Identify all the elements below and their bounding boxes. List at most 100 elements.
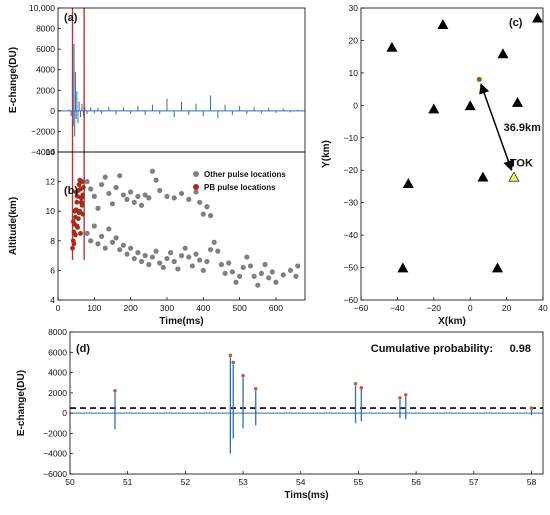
pulse-peak-marker bbox=[353, 381, 358, 386]
pb-pulse-point bbox=[76, 182, 82, 187]
other-pulse-point bbox=[273, 279, 279, 285]
panel-d-ytick-label: 4000 bbox=[48, 368, 67, 378]
panel-c-ytick-label: 30 bbox=[349, 3, 359, 13]
other-pulse-point bbox=[117, 247, 123, 253]
pb-pulse-point bbox=[72, 208, 78, 214]
other-pulse-point bbox=[287, 267, 294, 273]
panel-c-ytick-label: −20 bbox=[344, 165, 359, 175]
other-pulse-point bbox=[135, 250, 141, 256]
other-pulse-point bbox=[280, 272, 286, 278]
panel-c-ytick-label: 20 bbox=[349, 35, 359, 45]
other-pulse-point bbox=[120, 242, 126, 248]
other-pulse-point bbox=[98, 233, 105, 239]
other-pulse-point bbox=[164, 193, 170, 199]
other-pulse-point bbox=[258, 270, 265, 276]
other-pulse-point bbox=[91, 223, 97, 229]
pb-pulse-point bbox=[75, 216, 81, 222]
other-pulse-point bbox=[204, 258, 210, 265]
other-pulse-point bbox=[171, 195, 177, 201]
other-pulse-point bbox=[197, 257, 203, 263]
panel-a-ytick-label: 6000 bbox=[36, 44, 55, 54]
panel-d-label: (d) bbox=[76, 343, 90, 355]
station-marker bbox=[477, 171, 489, 182]
other-pulse-point bbox=[240, 264, 246, 271]
pulse-peak-marker bbox=[403, 393, 408, 397]
panel-c-ylabel: Y(km) bbox=[321, 140, 332, 168]
other-pulse-point bbox=[117, 173, 123, 179]
pb-pulse-point bbox=[73, 189, 79, 195]
panel-a-ytick-label: 0 bbox=[50, 106, 55, 116]
other-pulse-point bbox=[186, 254, 192, 260]
cumulative-probability-label: Cumulative probability: bbox=[371, 343, 493, 355]
panel-b-ytick-label: 10 bbox=[46, 206, 56, 216]
pb-pulse-point bbox=[70, 245, 75, 251]
other-pulse-point bbox=[175, 266, 181, 272]
panel-d-ytick-label: −2000 bbox=[43, 428, 67, 438]
other-pulse-point bbox=[95, 205, 101, 211]
pb-pulse-point bbox=[80, 211, 86, 217]
tok-station-marker bbox=[508, 171, 520, 182]
other-pulse-point bbox=[120, 192, 126, 198]
other-pulse-point bbox=[153, 248, 159, 254]
panel-b: 4 6 8 10 12 14 0 100 200 300 400 500 600 Altitude(km)… bbox=[8, 147, 306, 327]
panel-d-ytick-label: −4000 bbox=[43, 449, 67, 459]
other-pulse-point bbox=[262, 261, 268, 268]
other-pulse-point bbox=[146, 195, 152, 201]
other-pulse-point bbox=[131, 199, 137, 205]
station-marker bbox=[512, 96, 524, 107]
tok-station-label: TOK bbox=[510, 158, 533, 170]
pulse-peak-marker bbox=[231, 360, 236, 365]
panel-b-label: (b) bbox=[64, 185, 78, 197]
panel-c: TOK 36.9km −60 −50 −40 −30 −20 −10 0 10 20 30 −60 −40… bbox=[321, 3, 548, 327]
panel-a-label: (a) bbox=[64, 12, 78, 24]
panel-b-ytick-label: 4 bbox=[50, 295, 55, 305]
panel-c-ytick-label: −30 bbox=[344, 198, 359, 208]
other-pulse-point bbox=[244, 254, 250, 260]
pb-pulse-point bbox=[78, 199, 84, 205]
pb-pulse-point bbox=[74, 199, 80, 205]
other-pulse-point bbox=[197, 199, 203, 205]
other-pulse-point bbox=[204, 204, 210, 210]
panel-c-ytick-label: −40 bbox=[344, 230, 359, 240]
station-marker bbox=[464, 100, 476, 111]
other-pulse-point bbox=[146, 261, 152, 268]
panel-d-xtick-label: 57 bbox=[469, 477, 479, 487]
legend-marker-pb bbox=[193, 184, 199, 190]
other-pulse-point bbox=[229, 269, 235, 275]
pb-pulse-point bbox=[75, 225, 81, 230]
panel-d-ylabel: E-change(DU) bbox=[16, 370, 27, 436]
pb-pulse-point bbox=[79, 179, 85, 185]
panel-d-xtick-label: 51 bbox=[123, 477, 133, 487]
other-pulse-point bbox=[186, 196, 192, 202]
pulse-peak-marker bbox=[113, 389, 117, 393]
panel-b-ytick-label: 6 bbox=[50, 265, 55, 275]
panel-d-ytick-label: −6000 bbox=[43, 469, 67, 479]
panel-d-ytick-label: 6000 bbox=[48, 347, 67, 357]
panel-b-xtick-label: 600 bbox=[269, 303, 283, 313]
pb-pulse-point bbox=[75, 194, 81, 199]
legend-label-pb: PB pulse locations bbox=[204, 183, 276, 192]
other-pulse-point bbox=[226, 260, 232, 266]
other-pulse-point bbox=[178, 190, 185, 197]
panel-d-xtick-label: 54 bbox=[296, 477, 306, 487]
pb-pulse-point bbox=[71, 241, 77, 247]
station-marker bbox=[386, 41, 398, 52]
panel-c-ytick-label: −50 bbox=[344, 263, 359, 273]
other-pulse-point bbox=[218, 261, 225, 268]
panel-c-xtick-label: −20 bbox=[427, 303, 442, 313]
other-pulse-point bbox=[200, 267, 206, 273]
other-pulse-point bbox=[251, 273, 257, 279]
other-pulse-point bbox=[171, 258, 177, 265]
panel-b-ytick-label: 8 bbox=[50, 236, 55, 246]
panel-d-xtick-label: 52 bbox=[181, 477, 191, 487]
other-pulse-point bbox=[164, 255, 170, 262]
other-pulse-point bbox=[84, 230, 90, 236]
panel-d-xtick-label: 50 bbox=[65, 477, 75, 487]
other-pulse-point bbox=[113, 235, 119, 241]
station-marker bbox=[497, 48, 509, 59]
panel-a-ytick-label: −4000 bbox=[31, 147, 55, 157]
pb-pulse-point bbox=[70, 219, 76, 224]
pulse-peak-marker bbox=[228, 353, 233, 358]
station-marker bbox=[428, 103, 440, 114]
